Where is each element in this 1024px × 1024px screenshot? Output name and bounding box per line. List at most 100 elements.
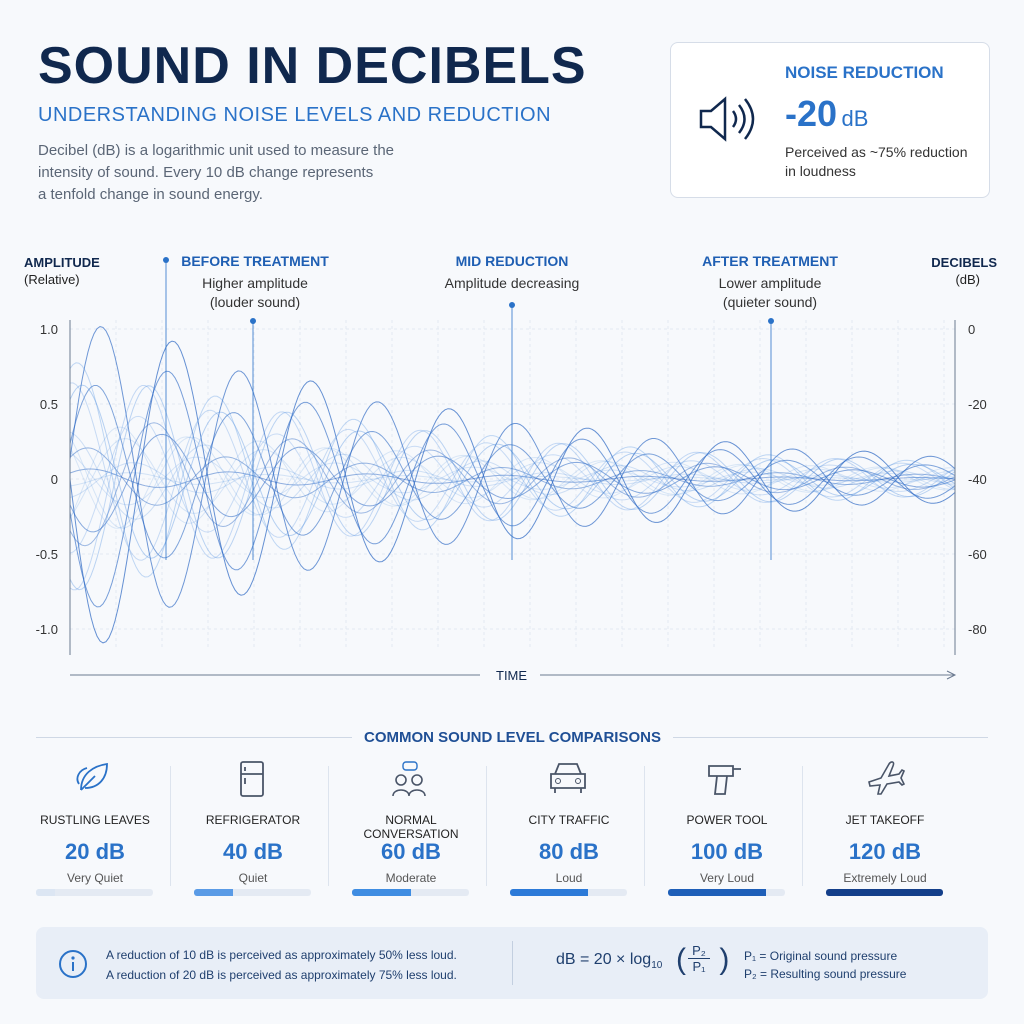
item-name: CITY TRAFFIC <box>528 813 610 827</box>
item-icon <box>392 761 426 797</box>
formula-lhs: dB = 20 × log <box>556 951 652 968</box>
level-fill <box>510 889 588 896</box>
numerator: P₂ <box>688 943 710 959</box>
formula-legend: P₁ = Original sound pressure P₂ = Result… <box>744 947 906 983</box>
annotation: MID REDUCTION Amplitude decreasing <box>432 252 592 293</box>
comparison-item: POWER TOOL 100 dB Very Loud <box>660 760 794 885</box>
wave-line <box>69 362 956 578</box>
item-level: 40 dB <box>223 839 283 864</box>
item-description: Extremely Loud <box>843 871 927 885</box>
desc-line: a tenfold change in sound energy. <box>38 186 263 203</box>
callout-card: NOISE REDUCTION -20 dB Perceived as ~75%… <box>670 42 990 198</box>
wave-line <box>69 472 956 487</box>
item-separator <box>802 766 803 886</box>
item-name: NORMAL CONVERSATION <box>363 813 459 841</box>
wave-line <box>69 370 956 608</box>
wave-line <box>69 382 956 561</box>
note-line: Perceived as ~75% reduction <box>785 144 968 160</box>
callout-label: NOISE REDUCTION <box>785 63 944 82</box>
note: A reduction of 10 dB is perceived as app… <box>106 948 457 962</box>
annotation-title: AFTER TREATMENT <box>702 253 838 269</box>
description: Decibel (dB) is a logarithmic unit used … <box>38 140 394 206</box>
y-tick-label: 0 <box>51 472 58 487</box>
y2-tick-label: 0 <box>968 322 975 337</box>
wave-line <box>69 384 956 559</box>
legend-line: P₂ = Resulting sound pressure <box>744 967 907 981</box>
item-icon <box>76 762 108 791</box>
legend-line: P₁ = Original sound pressure <box>744 949 898 963</box>
wave-line <box>69 326 956 608</box>
wave-line <box>69 415 956 554</box>
callout-note: Perceived as ~75% reduction in loudness <box>785 143 968 181</box>
left-axis-title: AMPLITUDE <box>24 255 100 270</box>
item-level: 20 dB <box>65 839 125 864</box>
wave-line <box>69 385 956 591</box>
wave-line <box>69 433 956 533</box>
comparisons-heading: COMMON SOUND LEVEL COMPARISONS <box>352 729 673 746</box>
annotation-line: Lower amplitude <box>718 275 822 291</box>
item-level: 120 dB <box>848 839 922 864</box>
desc-line: intensity of sound. Every 10 dB change r… <box>38 164 374 181</box>
pointer-dot <box>509 302 515 308</box>
separator <box>512 941 513 985</box>
level-fill <box>352 889 411 896</box>
item-name: REFRIGERATOR <box>205 813 301 827</box>
speaker-icon <box>699 96 755 142</box>
wave-line <box>69 447 956 506</box>
wave-line <box>69 385 956 591</box>
callout-value: -20 <box>785 93 838 134</box>
comparison-item: JET TAKEOFF 120 dB Extremely Loud <box>818 760 952 885</box>
desc-line: Decibel (dB) is a logarithmic unit used … <box>38 142 395 159</box>
item-icon <box>240 761 264 797</box>
annotation: BEFORE TREATMENT Higher amplitude (louder … <box>175 252 335 312</box>
y2-tick-label: -60 <box>968 547 987 562</box>
pointer-dot <box>250 318 256 324</box>
item-description: Quiet <box>238 871 268 885</box>
annotation-title: BEFORE TREATMENT <box>181 253 329 269</box>
level-bar <box>36 889 153 896</box>
callout-value-row: -20 dB <box>785 93 868 135</box>
paren: ( ) <box>676 943 730 976</box>
right-axis-subtitle: (dB) <box>955 272 980 287</box>
denominator: P₁ <box>692 959 706 974</box>
annotation-line: Amplitude decreasing <box>444 275 580 291</box>
y-tick-label: -0.5 <box>36 547 58 562</box>
comparison-item: REFRIGERATOR 40 dB Quiet <box>186 760 320 885</box>
footer-notes: A reduction of 10 dB is perceived as app… <box>106 945 457 985</box>
item-icon <box>708 765 741 795</box>
level-bar <box>510 889 627 896</box>
wave-line <box>69 468 956 488</box>
item-name: RUSTLING LEAVES <box>40 813 150 827</box>
item-level: 100 dB <box>690 839 764 864</box>
wave-line <box>69 452 956 506</box>
item-separator <box>328 766 329 886</box>
y2-tick-label: -40 <box>968 472 987 487</box>
wave-line <box>69 422 956 547</box>
arrow <box>946 670 957 680</box>
annotation-title: MID REDUCTION <box>455 253 569 269</box>
annotation: AFTER TREATMENT Lower amplitude (quieter s… <box>690 252 850 312</box>
y-tick-label: -1.0 <box>36 622 58 637</box>
level-bar <box>826 889 943 896</box>
x-axis-title: TIME <box>496 668 528 683</box>
item-separator <box>170 766 171 886</box>
y-tick-label: 1.0 <box>40 322 58 337</box>
note: A reduction of 20 dB is perceived as app… <box>106 968 457 982</box>
level-fill <box>668 889 766 896</box>
item-icon <box>868 761 906 795</box>
item-level: 60 dB <box>381 839 441 864</box>
footer: A reduction of 10 dB is perceived as app… <box>36 927 988 999</box>
wave-line <box>69 340 956 644</box>
level-fill <box>194 889 233 896</box>
y2-tick-label: -80 <box>968 622 987 637</box>
note-line: in loudness <box>785 163 856 179</box>
wave-line <box>69 438 955 518</box>
level-bar <box>352 889 469 896</box>
wave-line <box>69 462 956 498</box>
subtitle: UNDERSTANDING NOISE LEVELS AND REDUCTION <box>38 104 552 126</box>
annotation-line: (louder sound) <box>209 294 301 310</box>
waveform-chart: 1.0 0.5 0 -0.5 -1.0 0 -20 -40 -60 -80 <box>36 257 987 680</box>
comparison-item: CITY TRAFFIC 80 dB Loud <box>502 760 636 885</box>
comparison-item: NORMAL CONVERSATION 60 dB Moderate <box>344 760 478 885</box>
formula-base: 10 <box>651 960 663 972</box>
